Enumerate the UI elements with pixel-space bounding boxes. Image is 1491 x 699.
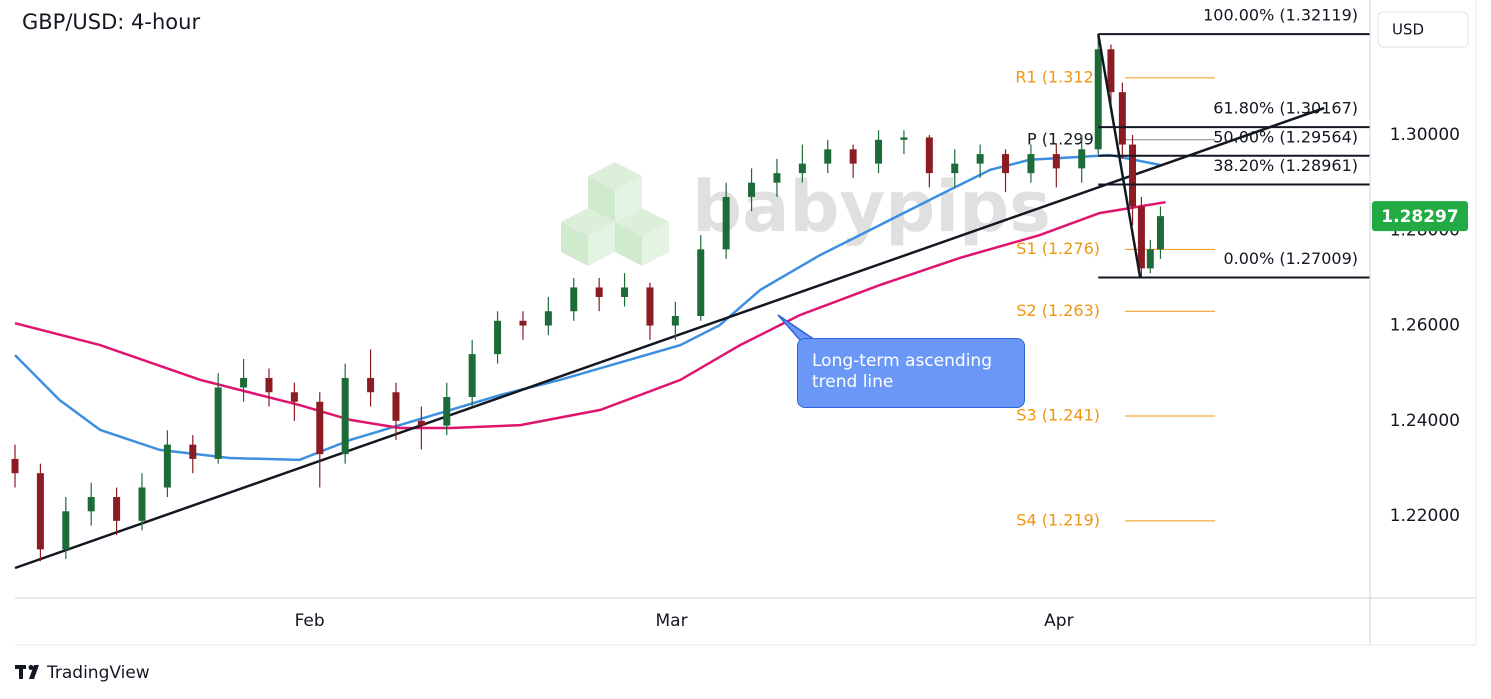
x-tick-label: Feb (295, 611, 325, 631)
candle-body (189, 444, 197, 459)
watermark-logo (561, 162, 669, 266)
candle-body (976, 154, 984, 164)
candle-body (443, 396, 451, 426)
candle-body (1156, 216, 1164, 250)
candle-body (113, 497, 121, 521)
candle-body (1118, 92, 1126, 145)
y-tick-label: 1.26000 (1390, 316, 1460, 336)
currency-label[interactable]: USD (1392, 21, 1424, 39)
candle-body (875, 139, 883, 164)
last-price-label: 1.28297 (1381, 207, 1458, 227)
brand-logo (15, 665, 39, 679)
candle-body (519, 320, 527, 326)
candle-body (900, 137, 908, 140)
candle-body (1002, 154, 1010, 174)
candle-body (1129, 144, 1137, 207)
candle-body (341, 377, 349, 455)
candle-body (646, 287, 654, 326)
fib-label: 100.00% (1.32119) (1203, 6, 1358, 25)
candle-body (468, 354, 476, 397)
pivot-label: S3 (1.241) (1016, 406, 1100, 425)
candle-body (671, 316, 679, 326)
candle-body (316, 401, 324, 455)
candle-body (849, 149, 857, 164)
callout: Long-term ascending trend line (797, 338, 1025, 408)
plot-area: R1 (1.312) P (1.299) S1 (1.276) S2 (1.263) S… (11, 6, 1370, 570)
candle-body (367, 377, 375, 393)
chart-title: GBP/USD: 4-hour (22, 10, 200, 34)
candle-body (748, 182, 756, 197)
candle-body (1137, 206, 1145, 269)
fib-label: 0.00% (1.27009) (1223, 249, 1358, 268)
candle-body (951, 163, 959, 174)
pivot-label: S4 (1.219) (1016, 510, 1100, 529)
watermark: babypips (692, 166, 1051, 248)
y-tick-label: 1.30000 (1390, 125, 1460, 145)
candle-body (824, 149, 832, 164)
brand-name: TradingView (46, 663, 150, 683)
moving-average (14, 200, 1166, 430)
candle-body (214, 387, 222, 459)
candle-body (87, 497, 95, 512)
candle-body (722, 196, 730, 250)
pivot-label: R1 (1.312) (1015, 67, 1100, 86)
candle-body (544, 311, 552, 326)
candle-body (494, 320, 502, 355)
fib-label: 50.00% (1.29564) (1213, 127, 1358, 146)
y-tick-label: 1.22000 (1390, 506, 1460, 526)
candle-body (798, 163, 806, 174)
candle-body (773, 173, 781, 183)
candle-body (265, 377, 273, 393)
candle-body (138, 487, 146, 521)
candle-body (1107, 49, 1115, 93)
candle-body (1078, 149, 1086, 169)
last-price-tag (1372, 201, 1468, 232)
trend-line (14, 106, 1325, 570)
candle-body (925, 137, 933, 174)
fib-label: 38.20% (1.28961) (1213, 156, 1358, 175)
candle-body (11, 458, 19, 474)
candle-body (570, 287, 578, 312)
candle-body (1027, 154, 1035, 174)
candle-body (240, 377, 248, 388)
candle-body (1094, 49, 1102, 150)
callout-pointer (777, 314, 818, 341)
pivot-label: P (1.299) (1027, 129, 1100, 148)
candle-body (1146, 249, 1154, 269)
candle-body (392, 392, 400, 421)
x-tick-label: Mar (656, 611, 688, 631)
pivot-label: S1 (1.276) (1016, 239, 1100, 258)
candle-body (417, 420, 425, 426)
y-tick-label: 1.24000 (1390, 411, 1460, 431)
currency-button[interactable] (1377, 11, 1469, 48)
x-tick-label: Apr (1044, 611, 1073, 631)
candle-body (36, 473, 44, 550)
pivot-label: S2 (1.263) (1016, 301, 1100, 320)
callout-text: Long-term ascending trend line (812, 351, 992, 392)
fib-label: 61.80% (1.30167) (1213, 99, 1358, 118)
candle-body (62, 511, 70, 550)
candle-body (1052, 154, 1060, 169)
candle-body (163, 444, 171, 488)
candle-body (290, 392, 298, 402)
candle-body (595, 287, 603, 297)
candle-body (621, 287, 629, 297)
candle-body (697, 249, 705, 317)
